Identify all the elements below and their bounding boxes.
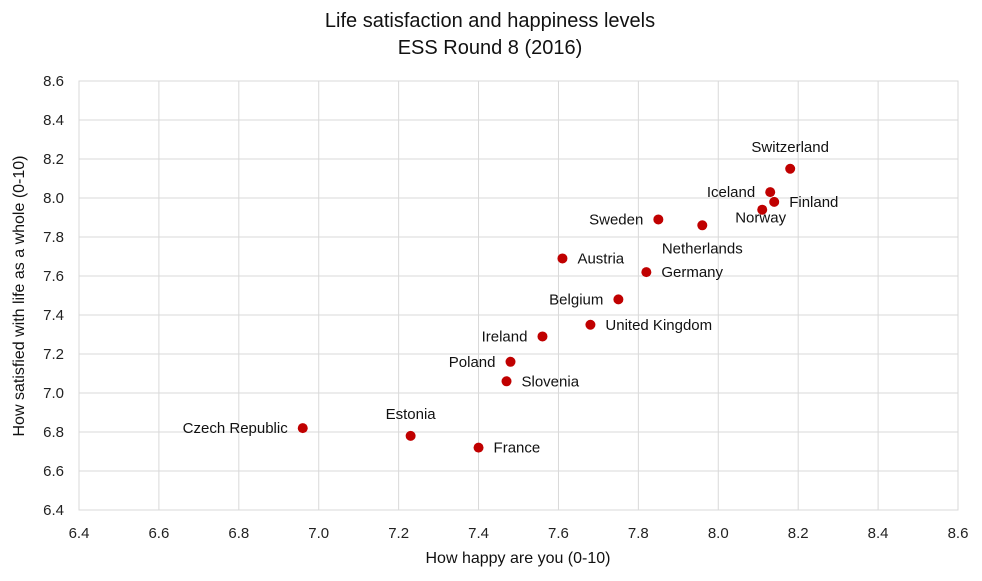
data-label: Netherlands	[662, 240, 743, 257]
x-tick-label: 7.6	[548, 525, 569, 542]
data-label: United Kingdom	[605, 317, 712, 334]
y-tick-label: 7.6	[43, 268, 64, 285]
data-label: Ireland	[482, 328, 528, 345]
data-label: Estonia	[386, 406, 437, 423]
data-label: Finland	[789, 194, 838, 211]
y-tick-label: 7.0	[43, 385, 64, 402]
plot-area	[78, 80, 959, 511]
data-label: Germany	[661, 264, 723, 281]
x-tick-label: 8.4	[868, 525, 889, 542]
y-axis-title: How satisfied with life as a whole (0-10…	[11, 155, 28, 436]
data-point	[757, 204, 768, 215]
data-point	[505, 356, 516, 367]
chart-subtitle: ESS Round 8 (2016)	[398, 37, 583, 59]
data-label: Switzerland	[751, 139, 829, 156]
x-tick-label: 8.6	[948, 525, 969, 542]
y-tick-label: 7.4	[43, 307, 64, 324]
data-label: Belgium	[549, 291, 603, 308]
data-point	[405, 430, 416, 441]
data-label: Norway	[735, 210, 786, 227]
data-label: Slovenia	[522, 373, 580, 390]
data-point	[557, 253, 568, 264]
y-tick-label: 7.8	[43, 229, 64, 246]
y-tick-label: 8.4	[43, 112, 64, 129]
data-point	[473, 442, 484, 453]
data-point	[585, 319, 596, 330]
data-point	[653, 214, 664, 225]
y-tick-label: 7.2	[43, 346, 64, 363]
y-tick-label: 6.4	[43, 502, 64, 519]
data-points	[297, 163, 796, 453]
y-tick-label: 8.2	[43, 151, 64, 168]
x-tick-label: 8.2	[788, 525, 809, 542]
data-label: Czech Republic	[183, 420, 289, 437]
chart-title: Life satisfaction and happiness levels	[325, 10, 655, 32]
x-tick-label: 6.4	[69, 525, 90, 542]
data-label: Iceland	[707, 184, 755, 201]
data-label: Austria	[577, 250, 624, 267]
x-tick-label: 6.8	[228, 525, 249, 542]
x-tick-label: 7.8	[628, 525, 649, 542]
y-axis-ticks: 6.4 6.6 6.8 7.0 7.2 7.4 7.6 7.8 8.0 8.2 8.4 8.6	[43, 73, 64, 519]
x-tick-label: 7.0	[308, 525, 329, 542]
x-tick-label: 6.6	[148, 525, 169, 542]
y-tick-label: 8.6	[43, 73, 64, 90]
data-label: Poland	[449, 354, 496, 371]
data-point	[501, 376, 512, 387]
y-tick-label: 6.8	[43, 424, 64, 441]
x-tick-label: 7.2	[388, 525, 409, 542]
x-axis-ticks: 6.4 6.6 6.8 7.0 7.2 7.4 7.6 7.8 8.0 8.2 8.4 8.6	[69, 525, 969, 542]
data-point	[613, 294, 624, 305]
data-label: France	[494, 440, 541, 457]
x-tick-label: 8.0	[708, 525, 729, 542]
data-point	[697, 220, 708, 231]
x-tick-label: 7.4	[468, 525, 489, 542]
data-point	[641, 267, 652, 278]
y-tick-label: 8.0	[43, 190, 64, 207]
x-axis-title: How happy are you (0-10)	[426, 550, 611, 567]
y-tick-label: 6.6	[43, 463, 64, 480]
data-label: Sweden	[589, 211, 643, 228]
data-point	[785, 163, 796, 174]
data-point	[765, 187, 776, 198]
data-point	[537, 331, 548, 342]
data-point	[297, 423, 308, 434]
data-point	[769, 196, 780, 207]
